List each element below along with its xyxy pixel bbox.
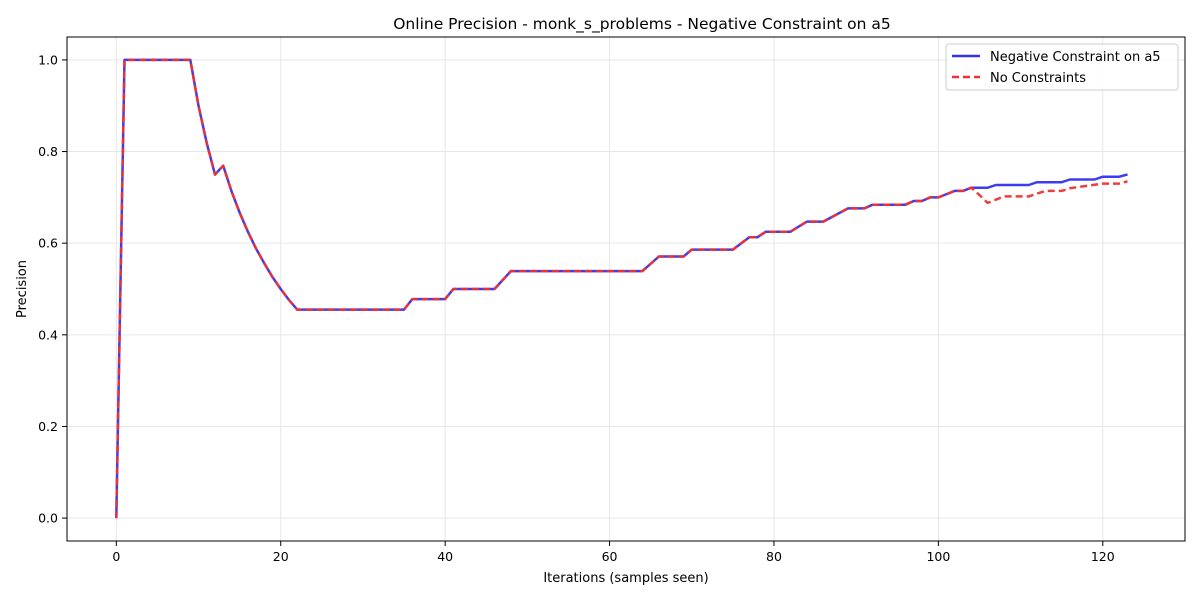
x-tick-label: 100 — [926, 549, 950, 564]
legend: Negative Constraint on a5 No Constraints — [945, 43, 1179, 91]
x-tick-label: 0 — [112, 549, 120, 564]
legend-entry-negative-constraint: Negative Constraint on a5 — [990, 50, 1161, 65]
x-tick-label: 60 — [602, 549, 618, 564]
y-tick-label: 0.8 — [38, 144, 58, 159]
series-line-no-constraints — [115, 58, 1128, 519]
legend-box — [945, 43, 1179, 91]
grid — [67, 37, 1185, 541]
y-axis: 0.0 0.2 0.4 0.6 0.8 1.0 — [38, 52, 67, 526]
x-tick-label: 40 — [437, 549, 453, 564]
legend-entry-no-constraints: No Constraints — [990, 71, 1086, 86]
y-tick-label: 1.0 — [38, 52, 58, 67]
x-axis-label: Iterations (samples seen) — [543, 571, 708, 586]
chart-title: Online Precision - monk_s_problems - Neg… — [393, 15, 891, 34]
y-axis-label: Precision — [15, 260, 30, 318]
x-tick-label: 80 — [766, 549, 782, 564]
x-tick-label: 120 — [1091, 549, 1115, 564]
series-line-negative-constraint — [115, 58, 1128, 519]
plot-area — [115, 58, 1128, 519]
y-tick-label: 0.2 — [38, 419, 58, 434]
x-tick-label: 20 — [273, 549, 289, 564]
x-axis: 0 20 40 60 80 100 120 — [112, 541, 1115, 564]
y-tick-label: 0.6 — [38, 236, 58, 251]
y-tick-label: 0.0 — [38, 511, 58, 526]
y-tick-label: 0.4 — [38, 327, 58, 342]
plot-frame — [66, 36, 1186, 542]
